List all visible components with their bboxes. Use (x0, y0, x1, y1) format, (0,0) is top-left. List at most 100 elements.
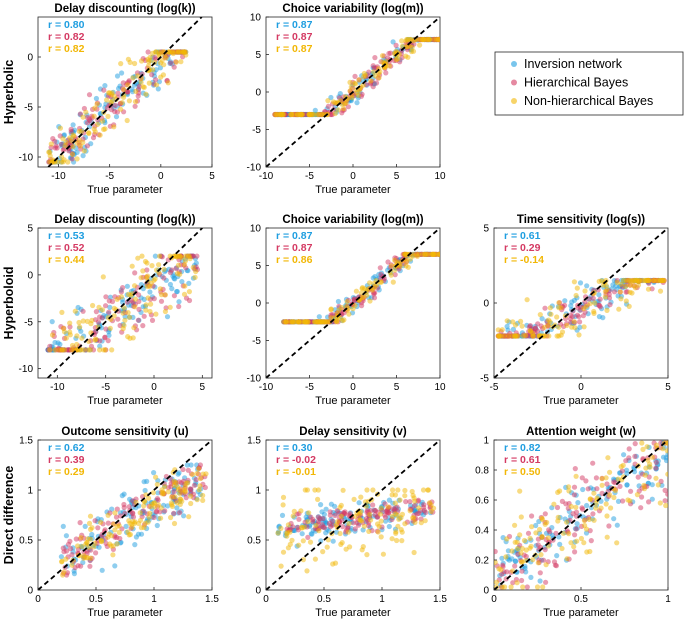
data-point-nonhier (627, 282, 633, 288)
data-point-nonhier (593, 505, 599, 511)
legend-box (494, 51, 684, 116)
y-tick-label: 1.5 (247, 436, 261, 447)
data-point-nonhier (162, 292, 168, 298)
x-tick-label: 1.5 (433, 594, 447, 605)
data-point-inversion (584, 502, 590, 509)
data-point-nonhier (402, 493, 408, 499)
data-point-hier (171, 489, 177, 495)
correlation-label-nonhier: r = -0.01 (276, 466, 316, 478)
data-point-nonhier (339, 304, 345, 311)
correlation-label-hier: r = -0.02 (276, 454, 316, 466)
x-tick-label: 1.5 (205, 594, 219, 605)
data-point-nonhier (177, 496, 183, 502)
data-point-nonhier (173, 480, 179, 486)
data-point-inversion (575, 500, 581, 506)
data-point-nonhier (152, 504, 158, 510)
x-tick-label: 5 (209, 171, 215, 182)
data-point-nonhier (118, 294, 124, 300)
data-point-nonhier (566, 531, 572, 537)
data-point-nonhier (660, 446, 666, 452)
data-point-hier (340, 524, 346, 530)
data-point-hier (114, 534, 120, 541)
data-point-nonhier (158, 505, 164, 511)
correlation-label-inversion: r = 0.30 (276, 442, 313, 454)
data-point-nonhier (80, 114, 86, 120)
data-point-nonhier (121, 305, 127, 311)
data-point-nonhier (614, 540, 620, 546)
data-point-inversion (93, 95, 99, 102)
data-point-nonhier (591, 308, 597, 315)
data-point-inversion (123, 523, 129, 530)
data-point-nonhier (85, 536, 91, 542)
data-point-nonhier (132, 304, 138, 310)
data-point-nonhier (554, 333, 560, 339)
data-point-inversion (318, 538, 324, 544)
data-point-nonhier (402, 521, 408, 527)
data-point-nonhier (74, 140, 80, 146)
data-point-nonhier (350, 306, 356, 312)
data-point-nonhier (650, 277, 657, 284)
data-point-hier (93, 550, 99, 556)
data-point-hier (329, 518, 335, 524)
data-point-nonhier (367, 280, 373, 286)
data-point-nonhier (181, 291, 188, 297)
data-point-hier (529, 513, 535, 519)
data-point-hier (69, 552, 75, 558)
correlation-label-hier: r = 0.87 (276, 242, 313, 254)
data-point-hier (158, 298, 165, 304)
data-point-nonhier (612, 487, 619, 494)
data-point-nonhier (80, 318, 86, 324)
data-point-inversion (57, 341, 63, 347)
data-point-hier (153, 509, 159, 515)
data-point-nonhier (112, 510, 118, 516)
data-point-hier (364, 508, 370, 514)
data-point-inversion (663, 455, 668, 461)
data-point-nonhier (518, 318, 524, 324)
data-point-hier (106, 309, 112, 315)
data-point-nonhier (626, 303, 632, 309)
data-point-nonhier (316, 111, 322, 118)
data-point-hier (151, 296, 157, 302)
y-tick-label: 1 (255, 486, 261, 497)
y-tick-label: -5 (480, 374, 489, 385)
data-point-hier (162, 508, 168, 514)
data-point-nonhier (196, 466, 202, 472)
data-point-hier (547, 529, 553, 535)
data-point-nonhier (96, 304, 102, 310)
data-point-hier (193, 477, 199, 483)
data-point-hier (407, 499, 413, 505)
data-point-nonhier (74, 156, 80, 162)
data-point-nonhier (607, 492, 613, 498)
data-point-nonhier (182, 283, 188, 289)
data-point-inversion (74, 149, 80, 155)
data-point-nonhier (411, 515, 417, 521)
data-point-nonhier (593, 500, 599, 506)
data-point-nonhier (63, 335, 69, 341)
row-label: Hyperboloid (2, 267, 16, 340)
data-point-nonhier (109, 347, 115, 353)
legend-marker-inversion (511, 61, 517, 67)
data-point-nonhier (496, 333, 502, 339)
identity-line (266, 228, 440, 378)
data-point-nonhier (540, 584, 546, 590)
data-point-nonhier (362, 72, 368, 78)
data-point-nonhier (640, 446, 646, 452)
data-point-nonhier (290, 513, 296, 519)
data-point-nonhier (356, 77, 362, 83)
data-point-hier (132, 270, 138, 276)
correlation-label-nonhier: r = 0.44 (48, 254, 85, 266)
data-point-inversion (113, 114, 120, 120)
data-point-nonhier (57, 125, 64, 131)
data-point-nonhier (417, 42, 423, 48)
data-point-nonhier (91, 126, 97, 132)
y-tick-label: 5 (483, 224, 489, 235)
data-point-hier (161, 275, 167, 281)
x-axis-label: True parameter (315, 607, 391, 619)
data-point-nonhier (111, 124, 117, 130)
data-point-nonhier (197, 475, 204, 482)
data-point-nonhier (125, 82, 131, 88)
data-point-nonhier (124, 117, 130, 124)
data-point-hier (585, 486, 591, 492)
data-point-nonhier (297, 111, 304, 118)
data-point-inversion (135, 531, 142, 537)
